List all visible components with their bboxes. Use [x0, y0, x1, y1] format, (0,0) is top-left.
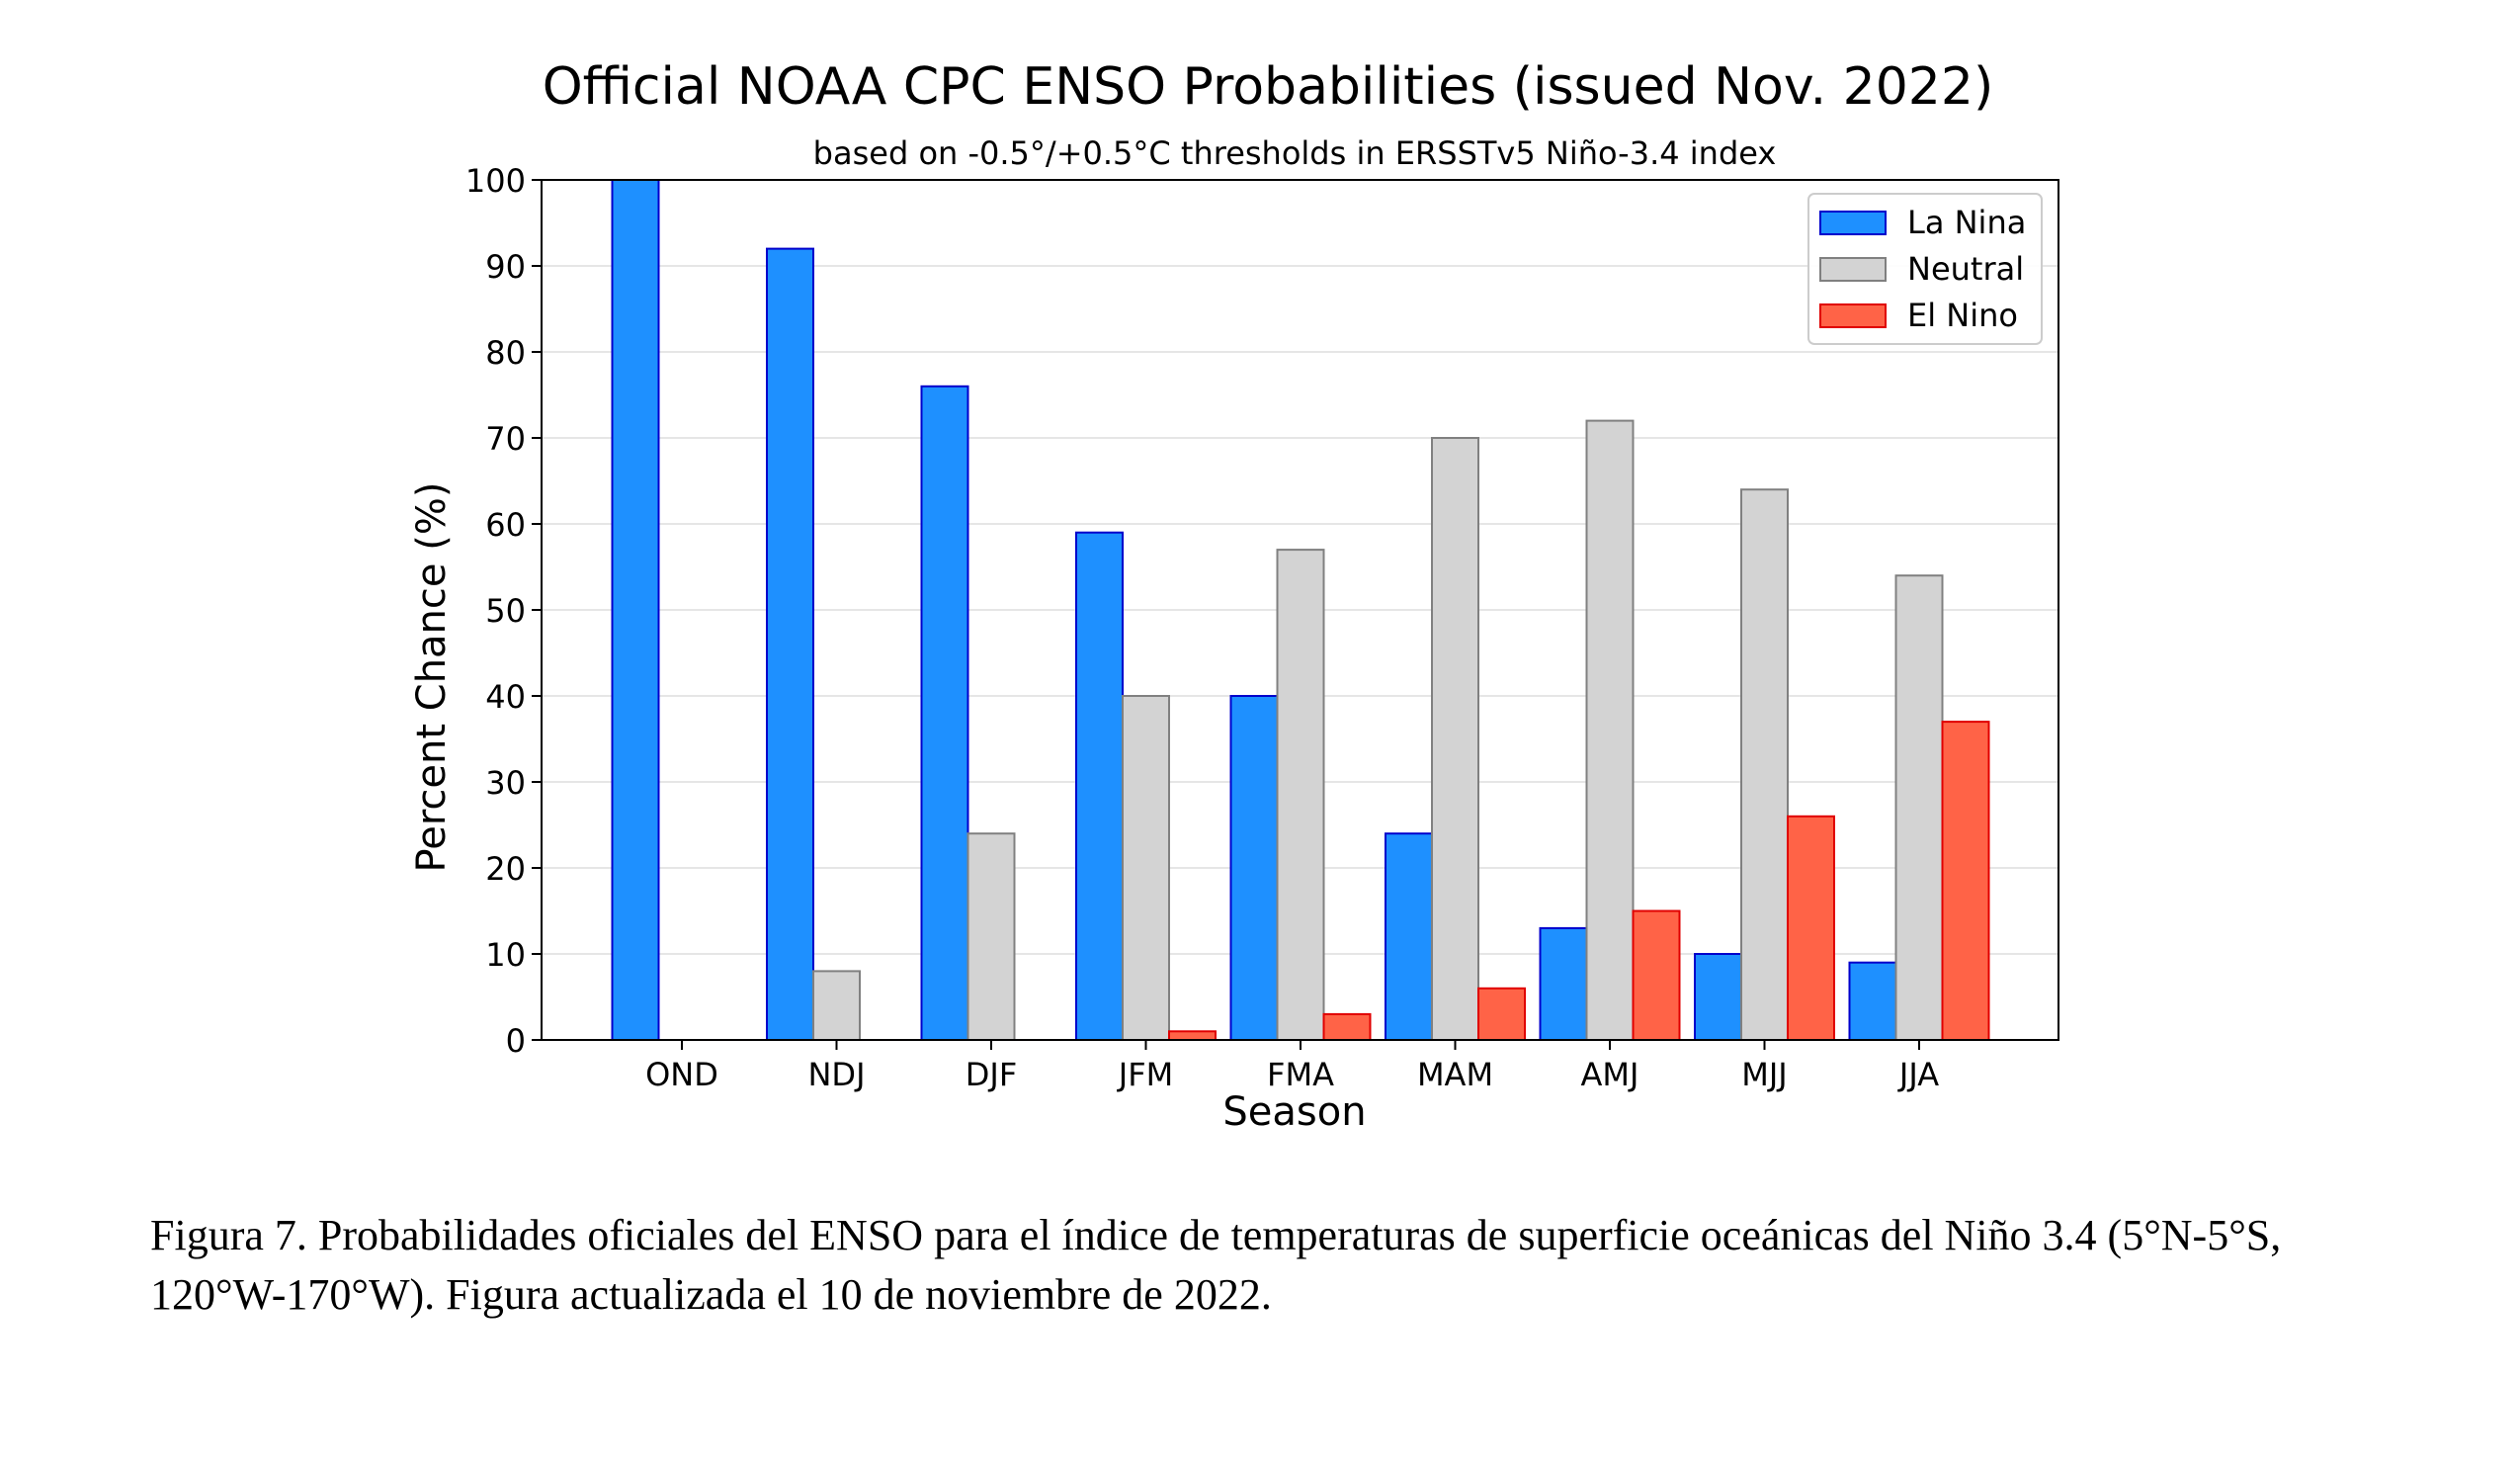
y-axis-ticks: 0 10 20 30 40 50 60 70 80 90 100 [465, 162, 542, 1060]
bar-el-nino-jfm [1168, 1030, 1217, 1042]
y-tick-label: 20 [485, 850, 526, 888]
legend-label-la-nina: La Nina [1907, 204, 2026, 241]
y-tick-label: 0 [506, 1022, 526, 1060]
bar-neutral-mjj [1740, 488, 1789, 1041]
bar-la-nina-mjj [1694, 953, 1742, 1041]
bar-la-nina-ond [611, 179, 660, 1041]
x-tick-label: MJJ [1741, 1056, 1787, 1093]
x-tick-label: OND [645, 1056, 718, 1093]
y-tick-label: 100 [465, 162, 526, 200]
bar-el-nino-mam [1477, 987, 1526, 1041]
x-axis-label: Season [1222, 1089, 1366, 1135]
x-tick-label: JFM [1117, 1056, 1173, 1093]
y-tick-label: 60 [485, 506, 526, 544]
y-tick-label: 10 [485, 936, 526, 974]
x-tick-label: AMJ [1581, 1056, 1639, 1093]
bar-neutral-fma [1276, 549, 1325, 1041]
bar-el-nino-amj [1632, 909, 1681, 1041]
legend-label-neutral: Neutral [1907, 250, 2024, 288]
y-axis-label: Percent Chance (%) [409, 482, 455, 873]
bar-neutral-djf [966, 832, 1016, 1042]
bar-la-nina-ndj [766, 247, 814, 1042]
legend-swatch-el-nino [1819, 303, 1887, 328]
y-tick-label: 70 [485, 420, 526, 458]
bar-la-nina-jfm [1075, 531, 1124, 1041]
x-tick-label: NDJ [807, 1056, 865, 1093]
x-axis-ticks: OND NDJ DJF JFM FMA MAM AMJ MJJ JJA [645, 1040, 1939, 1093]
x-tick-label: FMA [1267, 1056, 1334, 1093]
bar-el-nino-mjj [1787, 815, 1835, 1041]
bar-neutral-mam [1431, 437, 1479, 1041]
legend-swatch-la-nina [1819, 211, 1887, 235]
y-tick-label: 50 [485, 592, 526, 630]
y-tick-label: 30 [485, 764, 526, 802]
x-tick-label: MAM [1417, 1056, 1493, 1093]
y-tick-label: 40 [485, 678, 526, 716]
bar-neutral-amj [1585, 419, 1635, 1042]
x-tick-label: JJA [1897, 1056, 1939, 1093]
bar-el-nino-jja [1941, 721, 1990, 1041]
bar-la-nina-amj [1539, 926, 1588, 1042]
x-tick-label: DJF [966, 1056, 1017, 1093]
bar-neutral-ndj [812, 970, 861, 1042]
legend-label-el-nino: El Nino [1907, 297, 2018, 334]
chart-title: Official NOAA CPC ENSO Probabilities (is… [543, 57, 1994, 117]
bar-neutral-jja [1894, 574, 1944, 1041]
y-tick-label: 80 [485, 334, 526, 372]
figure-caption: Figura 7. Probabilidades oficiales del E… [150, 1211, 2282, 1319]
bars [611, 179, 1990, 1042]
bar-neutral-jfm [1122, 695, 1170, 1041]
bar-la-nina-fma [1229, 695, 1279, 1041]
y-tick-label: 90 [485, 248, 526, 286]
bar-la-nina-mam [1385, 832, 1433, 1042]
bar-la-nina-djf [920, 385, 969, 1041]
legend: La Nina Neutral El Nino [1807, 193, 2043, 345]
chart-subtitle: based on -0.5°/+0.5°C thresholds in ERSS… [813, 134, 1777, 172]
bar-el-nino-fma [1322, 1012, 1372, 1042]
legend-swatch-neutral [1819, 257, 1887, 282]
bar-la-nina-jja [1848, 961, 1897, 1042]
